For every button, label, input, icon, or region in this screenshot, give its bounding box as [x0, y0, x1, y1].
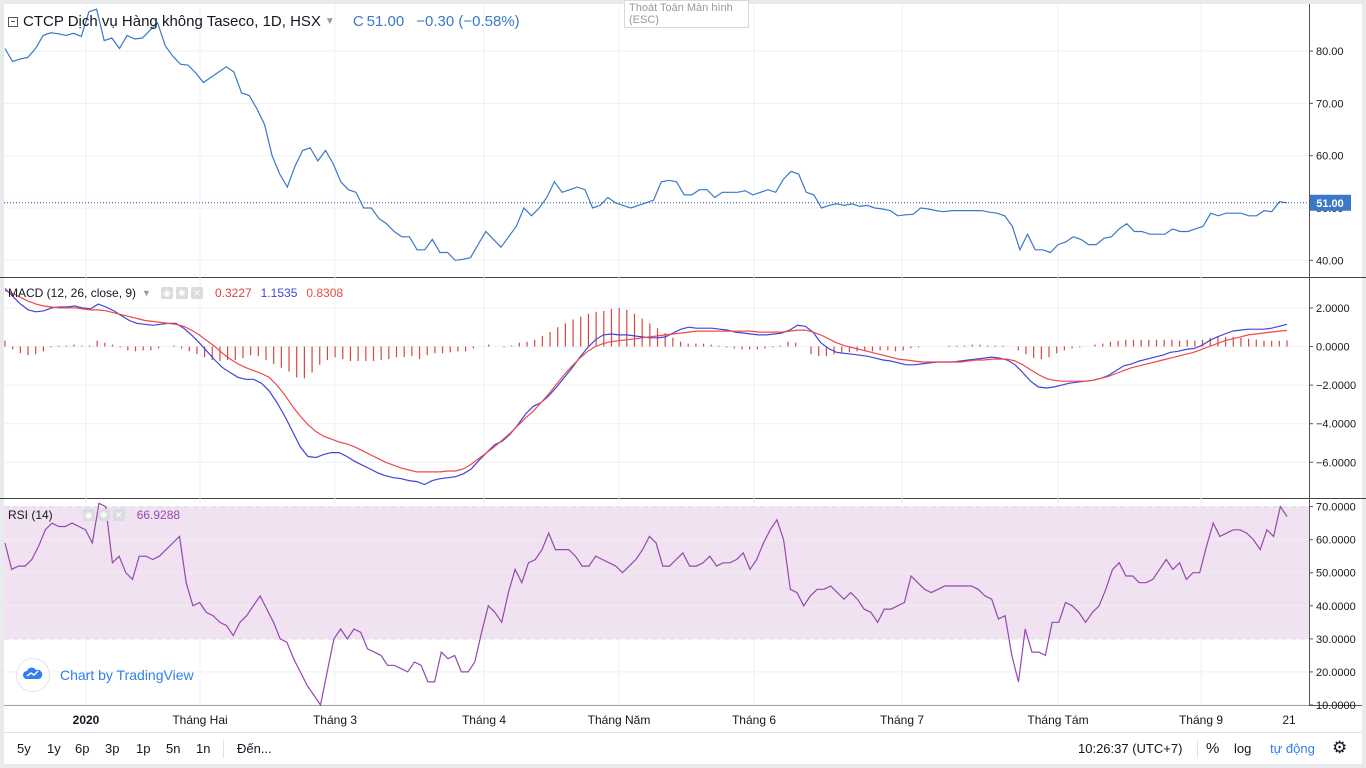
axis-tick-label: −6.0000: [1316, 457, 1356, 469]
rsi-legend: RSI (14) ◉ ✱ ✕ 66.9288: [8, 508, 180, 522]
goto-date-button[interactable]: Đến...: [237, 741, 272, 756]
axis-tick-label: −2.0000: [1316, 380, 1356, 392]
macd-hist-value: 0.3227: [214, 286, 252, 300]
tradingview-cloud-icon: [16, 658, 50, 692]
eye-icon[interactable]: ◉: [82, 509, 95, 521]
time-axis-label: Tháng Hai: [172, 713, 227, 727]
collapse-icon[interactable]: [8, 16, 18, 27]
series-line: [4, 502, 1288, 707]
series-line: [4, 290, 1288, 473]
axis-tick-label: 40.0000: [1316, 601, 1356, 613]
time-axis-label: Tháng 9: [1179, 713, 1223, 727]
rsi-value: 66.9288: [136, 508, 181, 522]
gear-icon[interactable]: ⚙: [1332, 738, 1348, 757]
tooltip-line-1: Thoát Toàn Màn hình: [629, 2, 733, 14]
toolbar-divider: [223, 740, 224, 758]
eye-icon[interactable]: ◉: [160, 287, 173, 299]
axis-tick-label: 10.0000: [1316, 700, 1356, 712]
time-axis-label: 21: [1282, 713, 1296, 727]
close-icon[interactable]: ✕: [190, 287, 203, 299]
time-axis-label: Tháng Tám: [1027, 713, 1088, 727]
last-price-badge: [1310, 194, 1351, 211]
axis-tick-label: 2.0000: [1316, 303, 1350, 315]
percent-toggle[interactable]: %: [1206, 740, 1220, 757]
bottom-toolbar: 5y 1y 6p 3p 1p 5n 1n Đến... 10:26:37 (UT…: [4, 734, 1362, 764]
tooltip-line-2: (ESC): [629, 14, 659, 26]
axis-tick-label: −4.0000: [1316, 419, 1356, 431]
time-axis-label: Tháng 4: [462, 713, 506, 727]
axis-tick-label: 60.0000: [1316, 535, 1356, 547]
time-axis-label: Tháng 3: [313, 713, 357, 727]
close-icon[interactable]: ✕: [112, 509, 125, 521]
time-axis-label: Tháng 7: [880, 713, 924, 727]
toolbar-divider: [1197, 740, 1198, 758]
series-line: [4, 8, 1288, 261]
axis-tick-label: 20.0000: [1316, 667, 1356, 679]
clock: 10:26:37 (UTC+7): [1078, 741, 1183, 756]
rsi-legend-name[interactable]: RSI (14): [8, 508, 53, 522]
axis-tick-label: 80.00: [1316, 46, 1344, 58]
series-line: [4, 288, 1288, 486]
range-1y[interactable]: 1y: [47, 741, 61, 756]
gear-icon[interactable]: ✱: [97, 509, 110, 521]
macd-signal-value: 0.8308: [306, 286, 344, 300]
axis-tick-label: 70.0000: [1316, 502, 1356, 514]
exit-fullscreen-tooltip: Thoát Toàn Màn hình (ESC): [624, 0, 749, 28]
range-1d[interactable]: 1n: [196, 741, 211, 756]
time-axis-label: Tháng Năm: [588, 713, 651, 727]
macd-histogram: [4, 307, 1288, 379]
close-label: C: [352, 13, 364, 30]
time-axis-label: 2020: [73, 713, 100, 727]
last-price-label: 51.00: [1316, 198, 1344, 210]
range-5d[interactable]: 5n: [166, 741, 181, 756]
close-value: 51.00: [366, 13, 405, 30]
macd-legend: MACD (12, 26, close, 9) ▼ ◉ ✱ ✕ 0.3227 1…: [8, 286, 343, 300]
range-6m[interactable]: 6p: [75, 741, 90, 756]
tradingview-attribution[interactable]: Chart by TradingView: [16, 658, 194, 692]
chevron-down-icon[interactable]: ▼: [142, 288, 151, 298]
gridlines: [0, 4, 1366, 733]
axis-tick-label: 70.00: [1316, 98, 1344, 110]
log-toggle[interactable]: log: [1234, 741, 1252, 756]
range-3m[interactable]: 3p: [105, 741, 120, 756]
series-lines: [4, 8, 1309, 707]
axes: 2020 Tháng Hai Tháng 3 Tháng 4 Tháng Năm Thán…: [73, 46, 1356, 727]
axis-tick-label: 40.00: [1316, 255, 1344, 267]
symbol-title[interactable]: CTCP Dịch vụ Hàng không Taseco, 1D, HSX: [23, 13, 321, 30]
symbol-header: CTCP Dịch vụ Hàng không Taseco, 1D, HSX …: [8, 13, 520, 30]
axis-tick-label: 0.0000: [1316, 342, 1350, 354]
auto-scale-toggle[interactable]: tự động: [1270, 741, 1315, 756]
axis-tick-label: 30.0000: [1316, 634, 1356, 646]
macd-value: 1.1535: [260, 286, 298, 300]
macd-legend-name[interactable]: MACD (12, 26, close, 9): [8, 286, 137, 300]
axis-tick-label: 60.00: [1316, 151, 1344, 163]
range-5y[interactable]: 5y: [17, 741, 31, 756]
time-axis-label: Tháng 6: [732, 713, 776, 727]
chevron-down-icon[interactable]: ▼: [324, 16, 335, 27]
axis-tick-label: 50.0000: [1316, 568, 1356, 580]
price-change: −0.30 (−0.58%): [416, 13, 520, 30]
tradingview-link[interactable]: Chart by TradingView: [60, 667, 194, 683]
range-1m[interactable]: 1p: [136, 741, 151, 756]
gear-icon[interactable]: ✱: [175, 287, 188, 299]
